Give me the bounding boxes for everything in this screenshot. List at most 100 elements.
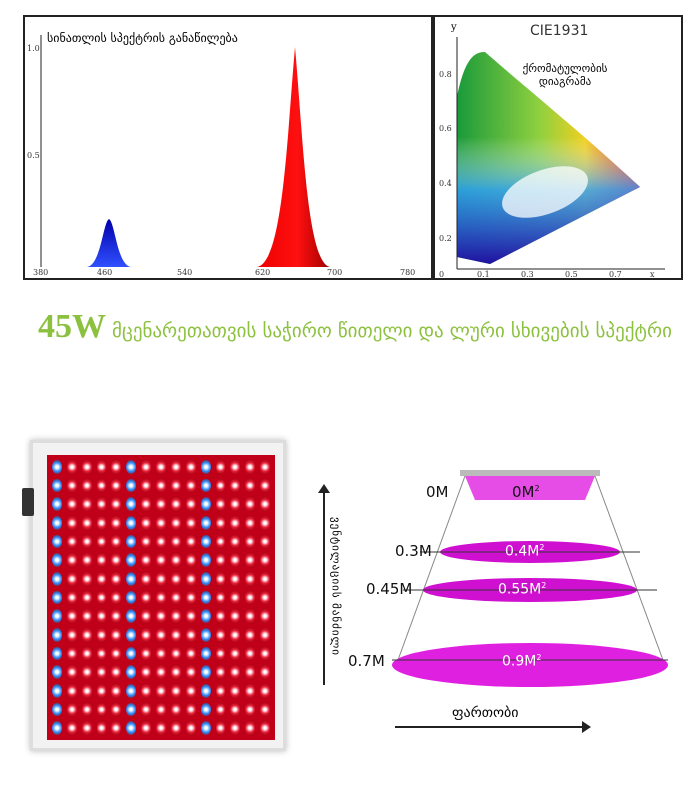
red-led: [215, 683, 226, 698]
x-tick: 0.1: [477, 270, 490, 279]
y-tick: 0.5: [27, 151, 40, 160]
red-led: [215, 721, 226, 735]
red-led: [156, 683, 166, 698]
lamp-bar: [460, 470, 600, 476]
red-led: [66, 683, 77, 698]
red-led: [245, 627, 256, 642]
red-led: [66, 665, 77, 679]
height-1: 0.3M: [395, 542, 432, 560]
red-led: [111, 627, 122, 642]
red-led: [260, 534, 270, 549]
red-led: [170, 534, 181, 549]
red-led: [245, 478, 256, 493]
x-tick: 620: [255, 268, 271, 277]
red-led: [156, 646, 166, 661]
red-led: [141, 683, 152, 698]
red-led: [111, 515, 122, 530]
red-led: [141, 497, 152, 511]
spectrum-title: სინათლის სპექტრის განაწილება: [47, 31, 238, 45]
red-led: [156, 627, 166, 642]
area-axis-label: ფართობი: [452, 705, 519, 721]
red-led: [96, 571, 107, 586]
red-led: [81, 515, 92, 530]
red-led: [215, 478, 226, 493]
blue-led: [200, 683, 211, 698]
blue-led: [200, 627, 211, 642]
red-led: [215, 702, 226, 717]
blue-led: [200, 702, 211, 717]
red-led: [141, 702, 152, 717]
red-led: [215, 553, 226, 567]
red-led: [170, 609, 181, 623]
red-led: [66, 553, 77, 567]
red-led: [111, 590, 122, 605]
red-led: [260, 460, 270, 474]
red-led: [96, 721, 107, 735]
red-led: [230, 590, 241, 605]
red-led: [260, 702, 270, 717]
red-led: [81, 721, 92, 735]
blue-led: [126, 460, 137, 474]
red-led: [185, 627, 196, 642]
red-led: [260, 665, 270, 679]
red-led: [260, 627, 270, 642]
red-led: [81, 646, 92, 661]
red-led: [245, 590, 256, 605]
beam-0: [465, 476, 595, 500]
red-led: [156, 497, 166, 511]
height-3: 0.7M: [348, 652, 385, 670]
height-axis-label: ვენტილაციის მანძილი: [329, 517, 343, 656]
red-led: [81, 665, 92, 679]
blue-led: [52, 478, 62, 493]
red-led: [185, 702, 196, 717]
spectrum-chart: სინათლის სპექტრის განაწილება 1.0 0.5 380…: [23, 15, 433, 280]
red-led: [111, 665, 122, 679]
x-tick: 0: [439, 270, 445, 279]
red-led: [215, 665, 226, 679]
red-led: [260, 609, 270, 623]
x-tick: 700: [327, 268, 343, 277]
blue-led: [200, 534, 211, 549]
red-led: [81, 497, 92, 511]
red-led: [96, 515, 107, 530]
red-led: [111, 702, 122, 717]
red-led: [245, 460, 256, 474]
red-led: [66, 627, 77, 642]
red-led: [81, 571, 92, 586]
blue-led: [126, 571, 137, 586]
x-axis-label: x: [650, 270, 655, 279]
red-led: [185, 515, 196, 530]
x-tick: 0.7: [609, 270, 622, 279]
arrow-up-icon: [318, 484, 330, 493]
red-led: [141, 460, 152, 474]
red-led: [141, 665, 152, 679]
blue-led: [52, 515, 62, 530]
red-led: [245, 702, 256, 717]
blue-led: [52, 721, 62, 735]
area-0: 0M2: [512, 483, 540, 501]
red-led: [141, 571, 152, 586]
blue-led: [200, 571, 211, 586]
red-led: [170, 646, 181, 661]
blue-led: [52, 646, 62, 661]
blue-led: [200, 646, 211, 661]
red-led: [260, 646, 270, 661]
red-led: [185, 646, 196, 661]
red-led: [96, 478, 107, 493]
blue-led: [52, 683, 62, 698]
blue-led: [126, 609, 137, 623]
red-led: [141, 646, 152, 661]
red-led: [96, 646, 107, 661]
red-led: [245, 609, 256, 623]
red-led: [245, 497, 256, 511]
red-led: [96, 683, 107, 698]
blue-led: [126, 497, 137, 511]
red-led: [66, 534, 77, 549]
red-led: [260, 478, 270, 493]
red-led: [156, 702, 166, 717]
width-arrow: [395, 726, 582, 728]
red-led: [230, 515, 241, 530]
red-led: [230, 478, 241, 493]
red-led: [215, 571, 226, 586]
power-switch[interactable]: [22, 488, 34, 516]
